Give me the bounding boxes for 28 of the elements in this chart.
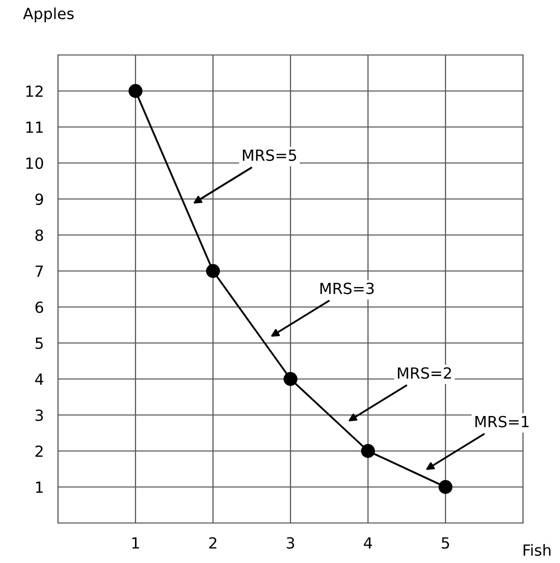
annotation: MRS=1 — [475, 416, 529, 428]
y-tick-label: 1 — [36, 482, 43, 493]
point — [284, 372, 298, 386]
x-tick-label: 3 — [286, 537, 294, 549]
x-tick-label: 5 — [442, 537, 450, 549]
x-axis-title: Fish — [524, 544, 550, 556]
x-tick-label: 4 — [364, 537, 372, 548]
y-tick-label: 3 — [36, 409, 43, 422]
y-tick-label: 10 — [26, 157, 44, 170]
point — [206, 264, 220, 278]
annotation: MRS=5 — [242, 149, 296, 161]
y-tick-label: 12 — [26, 85, 43, 97]
point — [361, 444, 375, 458]
annotation: MRS=2 — [398, 367, 451, 379]
y-tick-label: 8 — [35, 229, 44, 242]
annotation: MRS=3 — [320, 282, 374, 294]
point — [438, 480, 452, 494]
point — [128, 84, 142, 98]
y-tick-label: 4 — [35, 374, 44, 385]
y-tick-label: 9 — [35, 193, 44, 206]
x-tick-label: 2 — [209, 537, 216, 548]
y-tick-label: 2 — [36, 445, 43, 457]
x-tick-label: 1 — [132, 537, 139, 548]
y-tick-label: 6 — [35, 301, 44, 314]
y-tick-label: 5 — [36, 338, 43, 350]
y-tick-label: 7 — [36, 266, 43, 277]
y-tick-label: 11 — [26, 122, 43, 133]
y-axis-title: Apples — [23, 7, 74, 22]
